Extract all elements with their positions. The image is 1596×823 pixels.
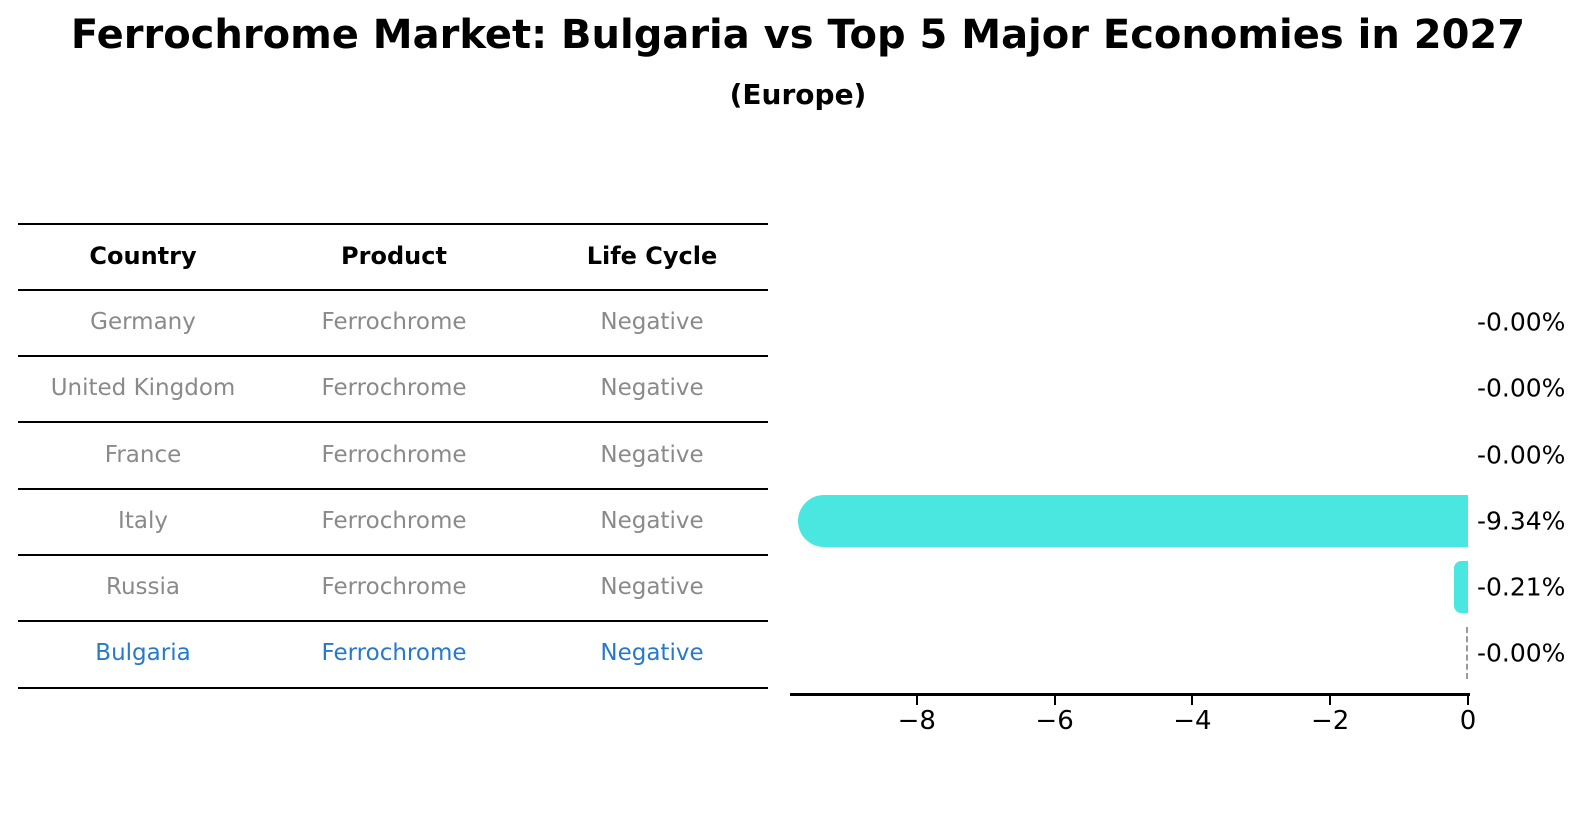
cell-life_cycle: Negative	[600, 574, 704, 601]
cell-life_cycle: Negative	[600, 441, 704, 468]
chart-title: Ferrochrome Market: Bulgaria vs Top 5 Ma…	[70, 12, 1526, 58]
table-header-country: Country	[89, 241, 197, 270]
table-rule	[18, 686, 768, 689]
cell-country: Bulgaria	[95, 640, 191, 667]
table-rule	[18, 554, 768, 556]
x-tick-label: −6	[1035, 706, 1074, 736]
table-rule	[18, 421, 768, 424]
chart-subtitle: (Europe)	[729, 78, 867, 111]
cell-country: Russia	[106, 574, 180, 601]
cell-country: United Kingdom	[50, 375, 236, 402]
cell-product: Ferrochrome	[321, 375, 467, 402]
table-header-product: Product	[341, 241, 447, 270]
cell-product: Ferrochrome	[321, 640, 467, 667]
table-rule	[18, 487, 768, 490]
bar-italy	[798, 494, 1468, 547]
cell-life_cycle: Negative	[600, 308, 704, 335]
x-axis-line	[790, 693, 1470, 696]
table-header-life-cycle: Life Cycle	[586, 241, 718, 270]
cell-country: Italy	[118, 507, 168, 534]
cell-life_cycle: Negative	[600, 375, 704, 402]
cell-product: Ferrochrome	[321, 308, 467, 335]
x-tick-label: −8	[897, 706, 936, 736]
value-label: -0.00%	[1477, 373, 1566, 403]
x-tick-label: −2	[1311, 706, 1350, 736]
table-rule	[18, 355, 768, 358]
bar-russia	[1453, 561, 1468, 614]
zero-bar-marker	[1466, 627, 1468, 680]
value-label: -0.21%	[1477, 572, 1566, 602]
value-label: -0.00%	[1477, 307, 1566, 337]
cell-product: Ferrochrome	[321, 574, 467, 601]
cell-life_cycle: Negative	[600, 507, 704, 534]
table-rule	[18, 288, 768, 291]
x-axis-tick	[1191, 696, 1194, 705]
cell-country: France	[104, 441, 182, 468]
table-rule	[18, 222, 768, 225]
value-label: -0.00%	[1477, 638, 1566, 668]
x-axis-tick	[1467, 696, 1469, 705]
x-tick-label: −4	[1173, 706, 1212, 736]
x-axis-tick	[1053, 696, 1056, 705]
value-label: -0.00%	[1477, 440, 1566, 470]
cell-product: Ferrochrome	[321, 441, 467, 468]
x-axis-tick	[1329, 696, 1332, 705]
x-axis-tick	[915, 696, 918, 705]
cell-life_cycle: Negative	[600, 640, 704, 667]
cell-product: Ferrochrome	[321, 507, 467, 534]
x-tick-label: 0	[1459, 706, 1477, 736]
cell-country: Germany	[90, 308, 196, 335]
value-label: -9.34%	[1477, 506, 1566, 536]
table-rule	[18, 620, 768, 623]
